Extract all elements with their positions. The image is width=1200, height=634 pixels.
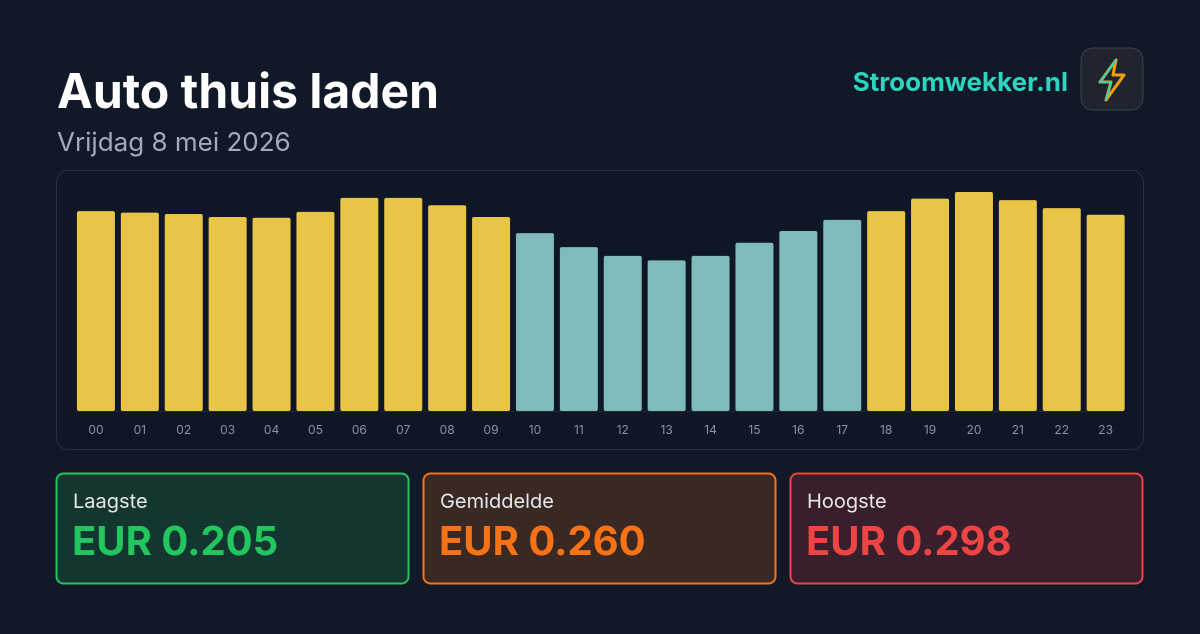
stat-label: Laagste [73,489,148,513]
x-tick-label: 17 [836,422,848,437]
subtitle: Vrijdag 8 mei 2026 [57,127,291,158]
bar [1042,208,1081,411]
bar [208,216,247,411]
bar [252,217,291,411]
bar [998,200,1037,411]
stat-card [789,472,1144,585]
bar [340,197,379,411]
bar [120,212,159,411]
bar [472,216,511,411]
bar [164,214,203,411]
bar [647,260,686,411]
x-tick-label: 07 [396,422,410,437]
bar [691,255,730,411]
stat-value: EUR 0.298 [806,516,1012,565]
bar [735,242,774,411]
bar [911,198,950,411]
bar [1086,214,1125,411]
stat-label: Hoogste [807,489,887,513]
brand-icon [1080,47,1144,111]
x-tick-label: 00 [88,422,103,437]
bar [823,219,862,411]
stat-value: EUR 0.260 [439,516,646,565]
x-tick-label: 18 [880,422,892,437]
x-tick-label: 10 [529,422,541,437]
x-tick-label: 19 [924,422,936,437]
bar [76,211,115,411]
bar [867,211,906,411]
x-tick-label: 03 [220,422,235,437]
brand: Stroomwekker.nl [853,67,1068,98]
x-tick-label: 15 [748,422,760,437]
stat-card [55,472,410,585]
bar [779,230,818,411]
x-tick-label: 04 [264,422,280,437]
x-tick-label: 11 [574,422,584,437]
stat-value: EUR 0.205 [72,516,278,565]
x-tick-label: 08 [440,422,455,437]
x-tick-label: 01 [134,422,146,437]
bar [296,211,335,411]
x-tick-label: 06 [352,422,367,437]
x-tick-label: 21 [1012,422,1024,437]
x-tick-label: 20 [967,422,982,437]
stat-card [422,472,777,585]
x-tick-label: 12 [617,422,629,437]
bar [384,197,423,411]
x-tick-label: 02 [176,422,191,437]
x-tick-label: 22 [1054,422,1069,437]
bar [954,192,993,411]
bar [515,233,554,411]
bar [559,247,598,411]
bar [428,205,467,411]
x-tick-label: 23 [1098,422,1113,437]
bar [603,255,642,411]
x-tick-label: 13 [661,422,673,437]
x-tick-label: 14 [704,422,717,437]
title: Auto thuis laden [57,61,439,120]
x-tick-label: 09 [484,422,499,437]
x-tick-label: 16 [792,422,804,437]
x-tick-label: 05 [308,422,323,437]
stat-label: Gemiddelde [440,489,554,513]
